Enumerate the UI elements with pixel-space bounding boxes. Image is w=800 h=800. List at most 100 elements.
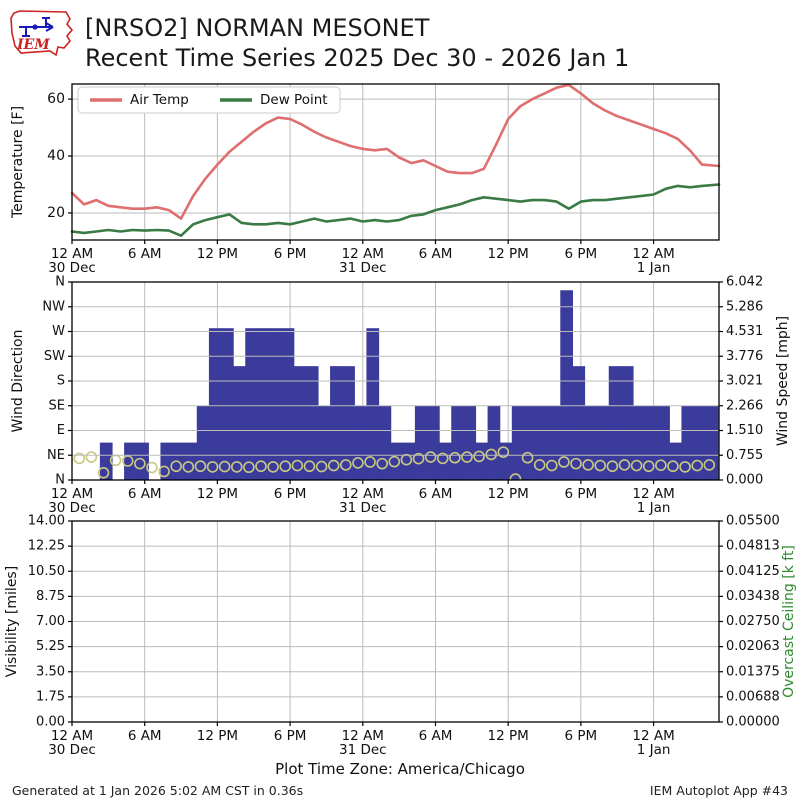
x-date-label: 1 Jan [637, 500, 671, 516]
page-title: [NRSO2] NORMAN MESONET [85, 14, 430, 42]
y-tick-label: S [57, 374, 65, 389]
wind-speed-marker [243, 461, 255, 474]
wind-speed-marker [533, 459, 546, 471]
series-air-temp [70, 83, 721, 220]
x-tick-label: 12 PM [197, 486, 238, 502]
x-tick-label: 12 PM [488, 486, 529, 502]
y-tick-label: 7.00 [36, 614, 65, 629]
y-tick-label: 14.00 [28, 514, 65, 529]
wind-speed-marker [340, 459, 352, 471]
x-tick-label: 6 AM [419, 728, 453, 744]
wind-speed-marker [618, 459, 631, 471]
y-tick-label: 12.25 [28, 539, 65, 554]
iem-logo-graphic: IEM [10, 10, 74, 57]
wind-speed-marker [485, 448, 498, 461]
wind-speed-marker [509, 473, 522, 480]
x-tick-label: 12 AM [632, 246, 674, 262]
wind-speed-marker [400, 453, 413, 466]
wind-speed-marker [315, 460, 328, 473]
wind-bar [136, 442, 149, 480]
y-tick-label: 1.75 [36, 689, 65, 704]
y-tick-label: 60 [47, 91, 65, 107]
wind-bar [233, 366, 246, 480]
x-tick-label: 6 AM [419, 486, 453, 502]
legend-label-air-temp: Air Temp [130, 92, 189, 108]
y-tick-label: W [52, 324, 65, 339]
wind-speed-marker [545, 459, 558, 472]
wind-bar [269, 328, 283, 480]
x-date-label: 31 Dec [339, 260, 387, 276]
wind-bar [463, 405, 477, 480]
wind-bar [317, 405, 331, 480]
wind-bar [414, 405, 428, 480]
wind-speed-marker [642, 460, 655, 473]
wind-bar [184, 442, 198, 480]
x-tick-label: 12 AM [51, 486, 93, 502]
wind-speed-marker [327, 459, 340, 472]
y-tick-label-right: 3.776 [726, 349, 763, 364]
wind-speed-marker [218, 460, 231, 473]
y-tick-label-right: 0.04813 [726, 539, 780, 554]
wind-speed-marker [158, 465, 170, 478]
wind-speed-marker [303, 460, 316, 473]
wind-speed-marker [291, 459, 304, 472]
x-tick-label: 12 PM [488, 246, 529, 262]
wind-bar [645, 405, 658, 480]
x-tick-label: 12 AM [342, 246, 384, 262]
wind-bar [487, 405, 501, 480]
wind-speed-marker [206, 461, 219, 473]
wind-bar [330, 366, 343, 480]
wind-speed-marker [424, 451, 437, 463]
y-tick-label-right: 0.02063 [726, 639, 780, 654]
timezone-label: Plot Time Zone: America/Chicago [275, 760, 525, 778]
wind-speed-marker [679, 461, 691, 473]
y-tick-label-right: 0.00000 [726, 715, 780, 730]
wind-bar [705, 405, 719, 480]
wind-speed-marker [691, 459, 703, 472]
x-tick-label: 12 AM [51, 728, 93, 744]
x-tick-label: 12 PM [197, 728, 238, 744]
wind-speed-marker [594, 459, 607, 472]
wind-bar [657, 405, 670, 480]
wind-bar [427, 405, 440, 480]
wind-speed-marker [352, 457, 364, 469]
wind-bar [245, 328, 258, 480]
x-tick-label: 6 PM [565, 246, 598, 262]
y-tick-label-right: 0.04125 [726, 564, 780, 579]
wind-bar [293, 366, 307, 480]
wind-bar [439, 442, 452, 480]
axis-title: Visibility [miles] [4, 566, 20, 677]
wind-speed-marker [461, 451, 473, 463]
wind-speed-markers [72, 446, 716, 480]
legend: Air Temp Dew Point [77, 86, 341, 114]
wind-speed-marker [376, 457, 388, 470]
wind-bar [354, 405, 368, 480]
wind-bar [693, 405, 707, 480]
wind-bar [366, 328, 380, 480]
y-tick-label-right: 2.266 [726, 398, 763, 413]
x-date-label: 30 Dec [48, 260, 96, 276]
plot-border [71, 281, 720, 481]
wind-bar [221, 328, 234, 480]
y-tick-label-right: 0.000 [726, 473, 763, 488]
x-tick-label: 6 PM [565, 486, 598, 502]
wind-speed-marker [388, 455, 401, 468]
axis-title: Wind Direction [10, 330, 26, 433]
wind-bar [584, 405, 598, 480]
wind-speed-marker [364, 456, 376, 468]
iem-logo-text: IEM [16, 37, 50, 53]
wind-bar [402, 442, 416, 480]
x-tick-label: 12 AM [342, 486, 384, 502]
wind-bar [390, 442, 404, 480]
y-tick-label: 0.00 [36, 715, 65, 730]
y-tick-label-right: 0.05500 [726, 514, 780, 529]
y-tick-label: NE [47, 448, 65, 463]
wind-chart: N 0.000 NE 0.755 E 1.510 SE 2.266 S 3.021 SW 3.776 W… [10, 275, 791, 517]
x-tick-label: 12 AM [632, 486, 674, 502]
y-tick-label: N [55, 275, 65, 290]
wind-bar [342, 366, 355, 480]
wind-bar [99, 442, 113, 480]
wind-bar [305, 366, 319, 480]
wind-speed-marker [703, 459, 716, 471]
